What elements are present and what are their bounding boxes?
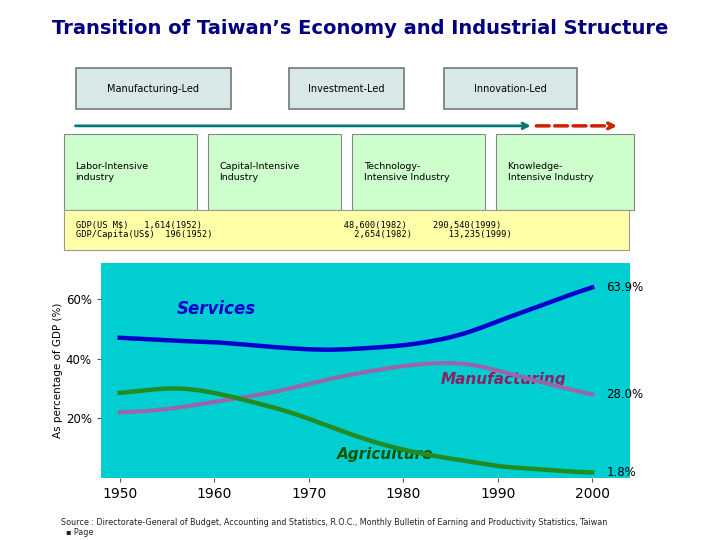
Text: Investment-Led: Investment-Led — [308, 84, 384, 93]
FancyBboxPatch shape — [496, 134, 634, 210]
Text: Manufacturing: Manufacturing — [441, 372, 567, 387]
FancyBboxPatch shape — [64, 210, 629, 251]
Y-axis label: As percentage of GDP (%): As percentage of GDP (%) — [53, 303, 63, 438]
Text: Source : Directorate-General of Budget, Accounting and Statistics, R.O.C., Month: Source : Directorate-General of Budget, … — [61, 518, 608, 537]
Text: Capital-Intensive
Industry: Capital-Intensive Industry — [220, 162, 300, 181]
FancyBboxPatch shape — [64, 134, 197, 210]
Text: Agriculture: Agriculture — [337, 447, 433, 462]
Text: Knowledge-
Intensive Industry: Knowledge- Intensive Industry — [508, 162, 593, 181]
FancyBboxPatch shape — [352, 134, 485, 210]
Text: Manufacturing-Led: Manufacturing-Led — [107, 84, 199, 93]
Text: Transition of Taiwan’s Economy and Industrial Structure: Transition of Taiwan’s Economy and Indus… — [52, 19, 668, 38]
Text: GDP(US M$)   1,614(1952)                           48,600(1982)     290,540(1999: GDP(US M$) 1,614(1952) 48,600(1982) 290,… — [76, 220, 511, 239]
Text: Innovation-Led: Innovation-Led — [474, 84, 547, 93]
FancyBboxPatch shape — [289, 68, 404, 109]
FancyBboxPatch shape — [76, 68, 231, 109]
Text: 28.0%: 28.0% — [606, 388, 644, 401]
Text: Labor-Intensive
industry: Labor-Intensive industry — [76, 162, 149, 181]
FancyBboxPatch shape — [444, 68, 577, 109]
Text: Technology-
Intensive Industry: Technology- Intensive Industry — [364, 162, 449, 181]
FancyBboxPatch shape — [208, 134, 341, 210]
Text: 63.9%: 63.9% — [606, 281, 644, 294]
Text: Services: Services — [176, 300, 256, 318]
Text: 1.8%: 1.8% — [606, 466, 636, 479]
